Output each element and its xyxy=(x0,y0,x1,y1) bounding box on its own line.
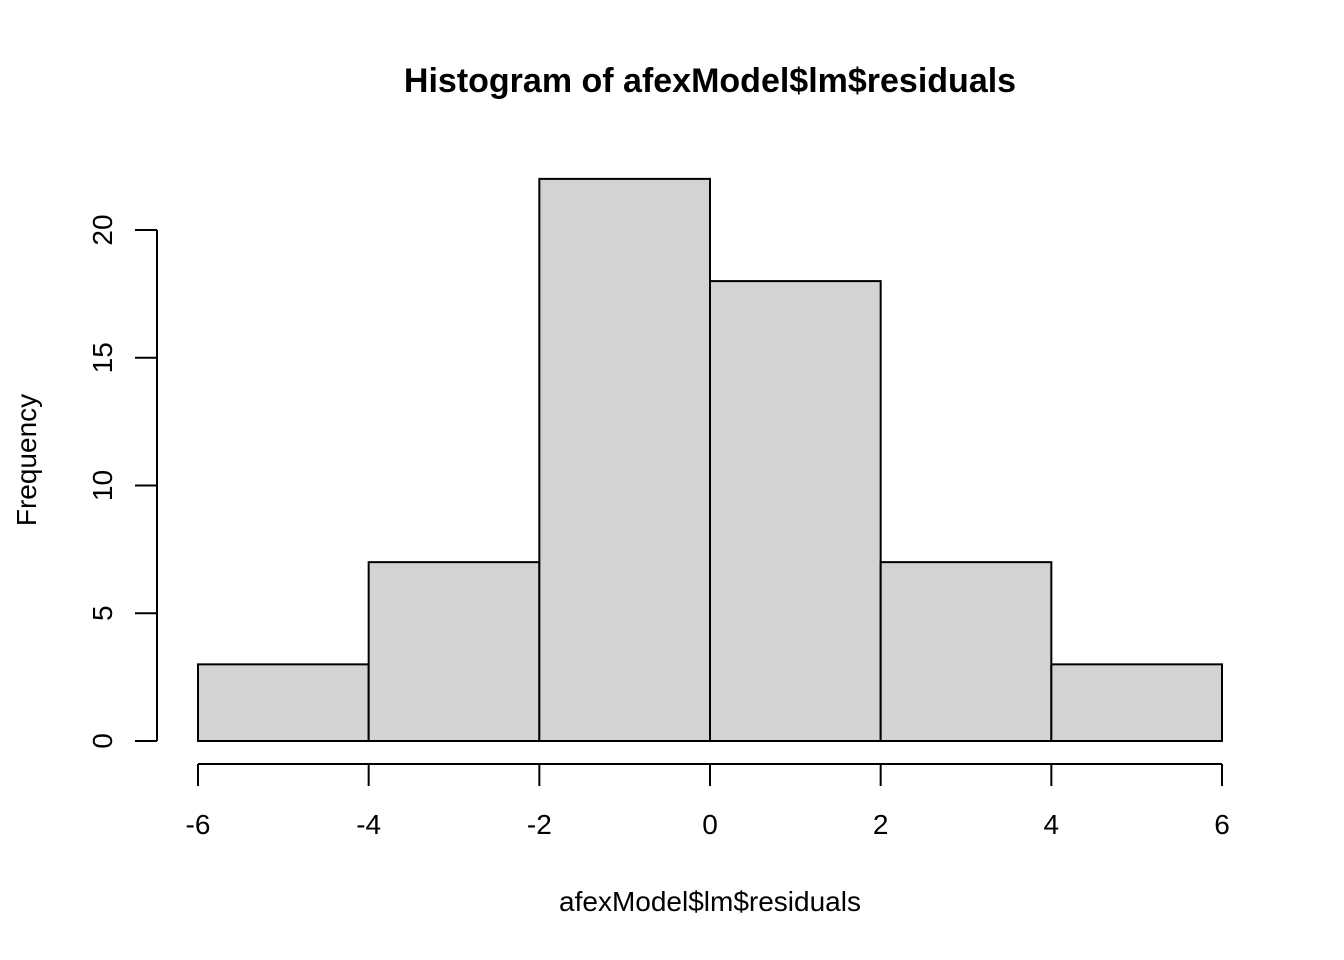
x-tick-label: -4 xyxy=(356,809,381,840)
histogram-bar xyxy=(709,280,882,742)
x-tick-label: 0 xyxy=(702,809,718,840)
histogram-bar xyxy=(197,663,370,742)
y-tick-label: 5 xyxy=(87,605,118,621)
histogram-bar xyxy=(879,561,1053,743)
y-tick-label: 15 xyxy=(87,342,118,373)
histogram-bar xyxy=(1050,663,1224,742)
x-tick-label: 4 xyxy=(1044,809,1060,840)
x-tick-label: -2 xyxy=(527,809,552,840)
histogram-bar xyxy=(367,561,541,743)
y-tick-label: 0 xyxy=(87,733,118,749)
histogram-bars xyxy=(197,177,1224,743)
x-axis-label: afexModel$lm$residuals xyxy=(559,886,861,917)
y-tick-label: 20 xyxy=(87,214,118,245)
x-axis: -6 -4 -2 0 2 4 6 xyxy=(186,763,1230,840)
y-axis-label: Frequency xyxy=(11,394,42,526)
y-tick-label: 10 xyxy=(87,470,118,501)
x-tick-label: -6 xyxy=(186,809,211,840)
y-axis: 0 5 10 15 20 xyxy=(87,214,158,749)
x-tick-label: 6 xyxy=(1214,809,1230,840)
histogram-bar xyxy=(538,177,711,742)
x-tick-label: 2 xyxy=(873,809,889,840)
chart-title: Histogram of afexModel$lm$residuals xyxy=(404,62,1016,100)
